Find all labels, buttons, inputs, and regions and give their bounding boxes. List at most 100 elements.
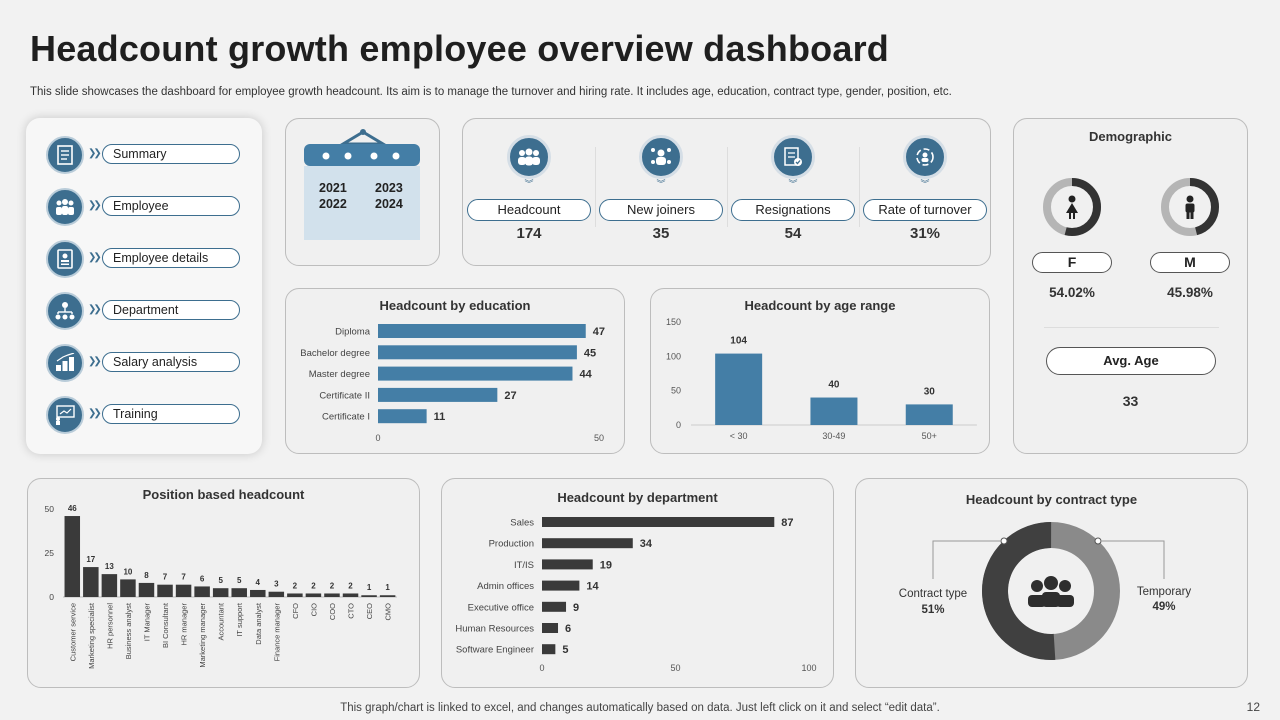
kpi-card: ︾ Headcount 174 ︾ New joiners 35 ︾ Resig…	[462, 118, 991, 266]
category-label: Data analyst	[254, 602, 263, 645]
tick-label: 0	[49, 592, 54, 602]
tick-label: 100	[666, 351, 681, 361]
category-label: 30-49	[822, 431, 845, 441]
data-label: 5	[237, 576, 242, 585]
category-label: CFO	[291, 603, 300, 619]
chart-title: Headcount by department	[557, 490, 718, 505]
nav-item-summary[interactable]: ❯❯ Summary	[46, 136, 246, 176]
category-label: Admin offices	[477, 581, 534, 592]
data-label: 2	[293, 581, 298, 590]
tick-label: 0	[375, 433, 380, 443]
money-icon	[46, 344, 84, 382]
slice-label: Contract type	[899, 588, 967, 600]
data-label: 9	[573, 602, 579, 614]
double-chevron-icon: ❯❯	[88, 252, 102, 263]
data-label: 6	[565, 623, 571, 635]
divider	[1044, 327, 1219, 328]
bar	[268, 591, 285, 597]
data-label: 2	[348, 581, 353, 590]
department-chart-card: Headcount by department Sales 87 Productio…	[441, 478, 834, 688]
chevron-down-icon: ︾	[656, 179, 666, 189]
calendar-year: 2022	[319, 197, 347, 211]
data-label: 2	[330, 581, 335, 590]
category-label: IT support	[235, 602, 244, 637]
icon-part	[1059, 580, 1071, 592]
bar	[542, 580, 580, 591]
calendar-year: 2023	[375, 181, 403, 195]
footer-note: This graph/chart is linked to excel, and…	[340, 702, 940, 714]
data-label: 19	[600, 559, 612, 571]
bar	[378, 387, 498, 402]
bar	[342, 593, 359, 597]
data-label: 104	[730, 336, 747, 347]
org-chart-icon	[46, 292, 84, 330]
resignation-icon	[771, 135, 815, 179]
chart-title: Position based headcount	[142, 487, 305, 502]
male-label: M	[1150, 252, 1230, 273]
nav-item-training[interactable]: ❯❯ Training	[46, 396, 246, 436]
data-label: 1	[385, 583, 390, 592]
kpi-value: 54	[784, 225, 802, 242]
data-label: 45	[584, 347, 596, 359]
bar	[542, 559, 593, 570]
kpi-rate-of-turnover: ︾ Rate of turnover 31%	[863, 133, 987, 253]
bar	[305, 593, 322, 597]
icon-part	[1042, 592, 1060, 607]
age-chart-card: Headcount by age range 0 50 100 150 104 < 30 4…	[650, 288, 990, 454]
leader-dot	[1000, 537, 1008, 545]
female-label: F	[1032, 252, 1112, 273]
contract-chart-card: Headcount by contract type Contract type…	[855, 478, 1248, 688]
contract-chart: Contract type 51% Temporary 49%	[899, 522, 1191, 660]
slice-value: 51%	[921, 604, 944, 616]
icon-part	[1028, 595, 1046, 607]
education-chart-card: Headcount by education Diploma 47 Bachelor…	[285, 288, 625, 454]
tick-label: 0	[676, 420, 681, 430]
chart-title: Headcount by education	[379, 298, 531, 313]
bar	[542, 601, 567, 612]
nav-label: Employee details	[102, 248, 240, 268]
bar	[542, 644, 556, 655]
kpi-new-joiners: ︾ New joiners 35	[599, 133, 723, 253]
double-chevron-icon: ❯❯	[88, 356, 102, 367]
bar	[810, 397, 858, 425]
bar	[83, 567, 99, 597]
nav-item-salary-analysis[interactable]: ❯❯ Salary analysis	[46, 344, 246, 384]
page-title: Headcount growth employee overview dashb…	[30, 28, 889, 69]
bar	[101, 574, 118, 597]
bar	[287, 593, 303, 597]
data-label: 6	[200, 574, 205, 583]
kpi-label: Headcount	[467, 199, 591, 221]
kpi-value: 31%	[909, 225, 941, 242]
document-icon	[46, 136, 84, 174]
nav-label: Training	[102, 404, 240, 424]
bar	[157, 584, 173, 597]
presentation-icon	[46, 396, 84, 434]
category-label: Accountant	[217, 602, 226, 640]
leader-line	[1101, 540, 1165, 579]
page-subtitle: This slide showcases the dashboard for e…	[30, 86, 952, 98]
bar	[378, 366, 573, 381]
data-label: 13	[105, 562, 114, 571]
category-label: Customer service	[68, 603, 77, 661]
double-chevron-icon: ❯❯	[88, 200, 102, 211]
nav-item-employee-details[interactable]: ❯❯ Employee details	[46, 240, 246, 280]
nav-label: Employee	[102, 196, 240, 216]
demographic-card: Demographic F M 54.02% 45.98% Avg. Age 3…	[1013, 118, 1248, 454]
tick-label: 25	[45, 548, 55, 558]
bar	[378, 324, 586, 338]
nav-label: Department	[102, 300, 240, 320]
category-label: Executive office	[468, 602, 534, 613]
double-chevron-icon: ❯❯	[88, 148, 102, 159]
data-label: 7	[163, 573, 168, 582]
nav-item-department[interactable]: ❯❯ Department	[46, 292, 246, 332]
nav-item-employee[interactable]: ❯❯ Employee	[46, 188, 246, 228]
bar	[250, 589, 266, 597]
chevron-down-icon: ︾	[788, 179, 798, 189]
leader-line	[932, 540, 1001, 579]
kpi-label: Rate of turnover	[863, 199, 987, 221]
bar	[905, 404, 953, 425]
category-label: Certificate I	[322, 412, 370, 423]
data-label: 1	[367, 583, 372, 592]
bar	[378, 409, 427, 424]
demographic-title: Demographic	[1088, 129, 1173, 144]
